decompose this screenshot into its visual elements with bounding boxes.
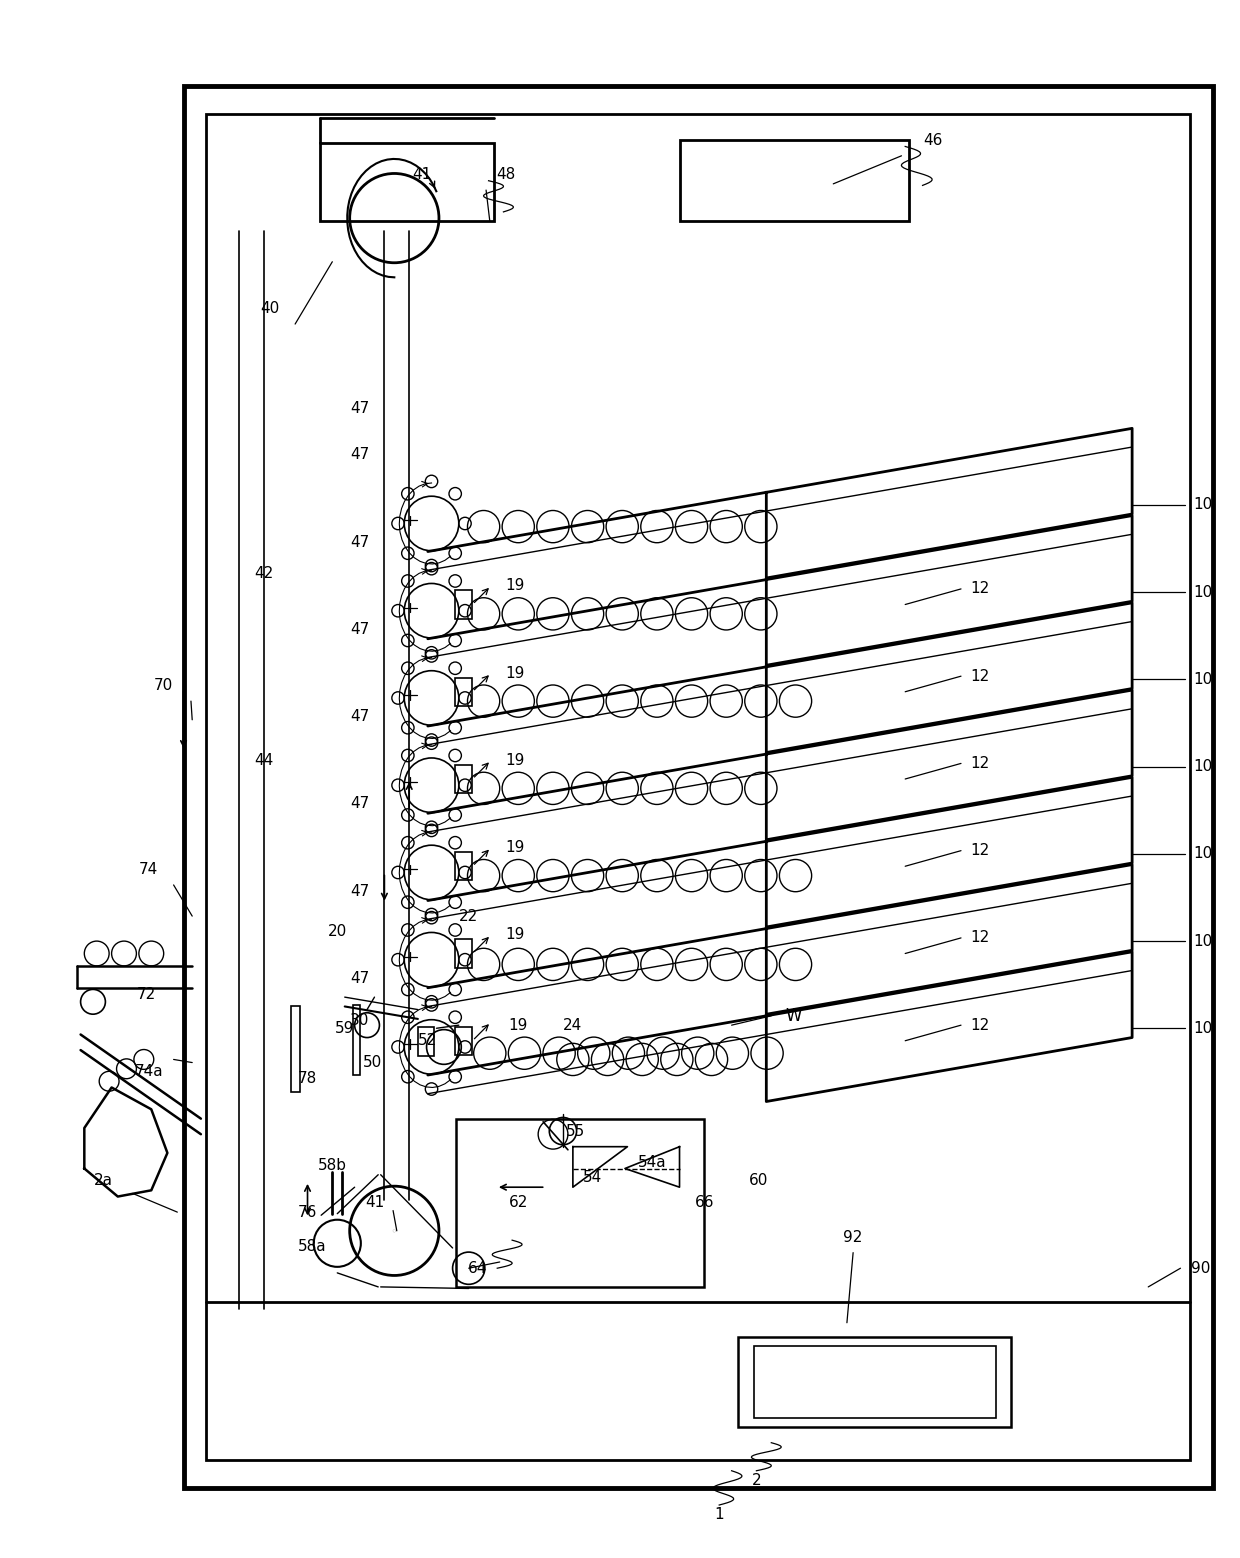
Text: 10: 10 [1193,846,1213,862]
Text: 78: 78 [298,1070,317,1086]
Text: 62: 62 [508,1195,528,1211]
Text: 50: 50 [362,1055,382,1070]
Text: 74a: 74a [134,1064,164,1080]
Text: 2: 2 [751,1472,761,1488]
Text: 10: 10 [1193,759,1213,774]
Bar [455,852,472,880]
Text: 70: 70 [154,678,174,693]
Text: 19: 19 [508,1017,528,1033]
Text: 64: 64 [467,1260,487,1276]
Text: 10: 10 [1193,584,1213,600]
Bar [353,1005,360,1075]
Text: 12: 12 [970,756,990,771]
Text: 47: 47 [350,796,370,812]
Text: 20: 20 [327,924,347,939]
Text: 10: 10 [1193,671,1213,687]
Text: 40: 40 [260,301,280,316]
Text: 41: 41 [412,167,432,182]
Text: 12: 12 [970,1017,990,1033]
Bar [206,114,1190,1460]
Text: 10: 10 [1193,497,1213,513]
Text: 59: 59 [335,1020,355,1036]
Text: 55: 55 [565,1123,585,1139]
Text: 12: 12 [970,843,990,858]
Text: 47: 47 [350,622,370,637]
Bar [680,140,909,221]
Text: 47: 47 [350,709,370,724]
Text: 22: 22 [459,908,479,924]
Text: 42: 42 [254,566,274,581]
Text: 54: 54 [583,1170,603,1186]
Bar [418,1027,434,1056]
Text: 12: 12 [970,668,990,684]
Bar [754,1346,996,1418]
Text: 10: 10 [1193,1020,1213,1036]
Text: 47: 47 [350,971,370,986]
Text: 19: 19 [505,665,525,681]
Text: 90: 90 [1190,1260,1210,1276]
Text: 58a: 58a [298,1239,327,1254]
Text: 76: 76 [298,1204,317,1220]
Bar [455,590,472,619]
Text: 54a: 54a [637,1154,667,1170]
Bar [738,1337,1011,1427]
Bar [455,939,472,968]
Text: 12: 12 [970,930,990,946]
Text: 2a: 2a [93,1173,113,1189]
Bar [320,143,494,221]
Text: 41: 41 [365,1195,384,1211]
Text: W: W [785,1006,802,1025]
Text: 30: 30 [350,1013,370,1028]
Bar [455,678,472,706]
Text: 47: 47 [350,400,370,416]
Text: 74: 74 [139,862,159,877]
Text: 92: 92 [843,1229,863,1245]
Text: 47: 47 [350,534,370,550]
Text: 24: 24 [563,1017,583,1033]
Text: 44: 44 [254,753,274,768]
Text: 47: 47 [350,883,370,899]
Text: 19: 19 [505,927,525,943]
Text: 46: 46 [923,132,942,148]
Bar [291,1006,300,1092]
Text: 12: 12 [970,581,990,597]
Text: 10: 10 [1193,933,1213,949]
Text: 19: 19 [505,840,525,855]
Text: 52: 52 [418,1033,438,1049]
Text: 19: 19 [505,578,525,594]
Text: 47: 47 [350,447,370,463]
Bar [455,765,472,793]
Bar [184,86,1213,1488]
Bar [455,1027,472,1055]
Bar [456,1119,704,1287]
Text: 1: 1 [714,1507,724,1522]
Text: 72: 72 [136,986,156,1002]
Text: 19: 19 [505,753,525,768]
Text: 60: 60 [749,1173,769,1189]
Text: 58b: 58b [317,1158,347,1173]
Text: 66: 66 [694,1195,714,1211]
Text: 48: 48 [496,167,516,182]
